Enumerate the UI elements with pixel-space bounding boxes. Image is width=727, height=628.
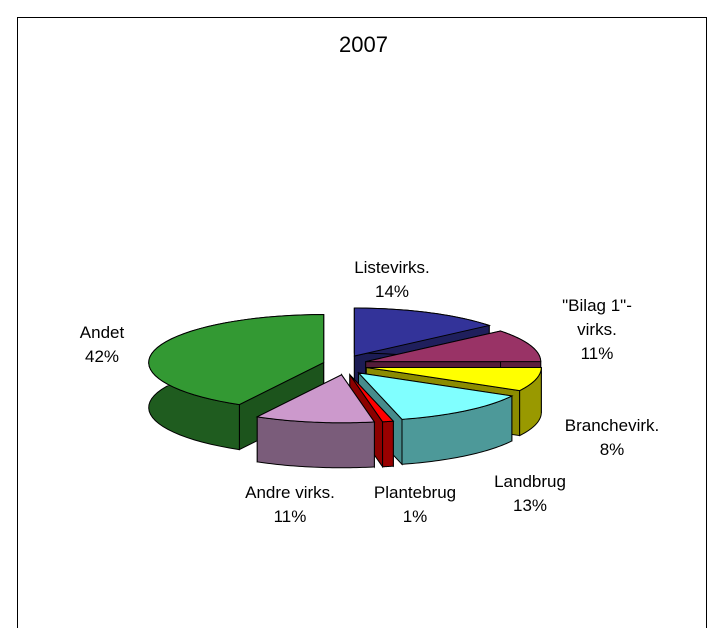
slice-top [357, 372, 514, 420]
chart-frame [17, 17, 707, 628]
slice-wall [382, 420, 394, 468]
category-label: "Bilag 1"-virks. [562, 296, 632, 339]
category-label: Branchevirk. [564, 416, 660, 435]
chart-title: 2007 [339, 32, 388, 57]
value-label: 13% [512, 496, 548, 515]
slice-top [353, 307, 492, 357]
slice-wall [256, 416, 375, 469]
slice-label: Branchevirk. 8% [552, 414, 672, 462]
slice [255, 373, 376, 469]
slice-label: Landbrug 13% [480, 470, 580, 518]
value-label: 1% [402, 507, 428, 526]
slice-top [349, 374, 395, 423]
category-label: Andet [79, 323, 125, 342]
category-label: Andre virks. [245, 483, 335, 502]
value-label: 11% [273, 507, 307, 526]
slice-top [365, 330, 542, 363]
slice-label: Listevirks. 14% [347, 256, 437, 304]
slice-label: "Bilag 1"-virks. 11% [557, 294, 637, 366]
slice-top [255, 374, 376, 424]
value-label: 11% [580, 344, 614, 363]
value-label: 8% [599, 440, 625, 459]
value-label: 14% [374, 282, 410, 301]
value-label: 42% [84, 347, 120, 366]
slice-label: Plantebrug 1% [360, 481, 470, 529]
slice-top [148, 314, 325, 406]
slice-top [366, 366, 542, 392]
category-label: Landbrug [494, 472, 566, 491]
slice-label: Andre virks. 11% [220, 481, 360, 529]
category-label: Listevirks. [354, 258, 430, 277]
slice-label: Andet 42% [62, 321, 142, 369]
category-label: Plantebrug [373, 483, 457, 502]
